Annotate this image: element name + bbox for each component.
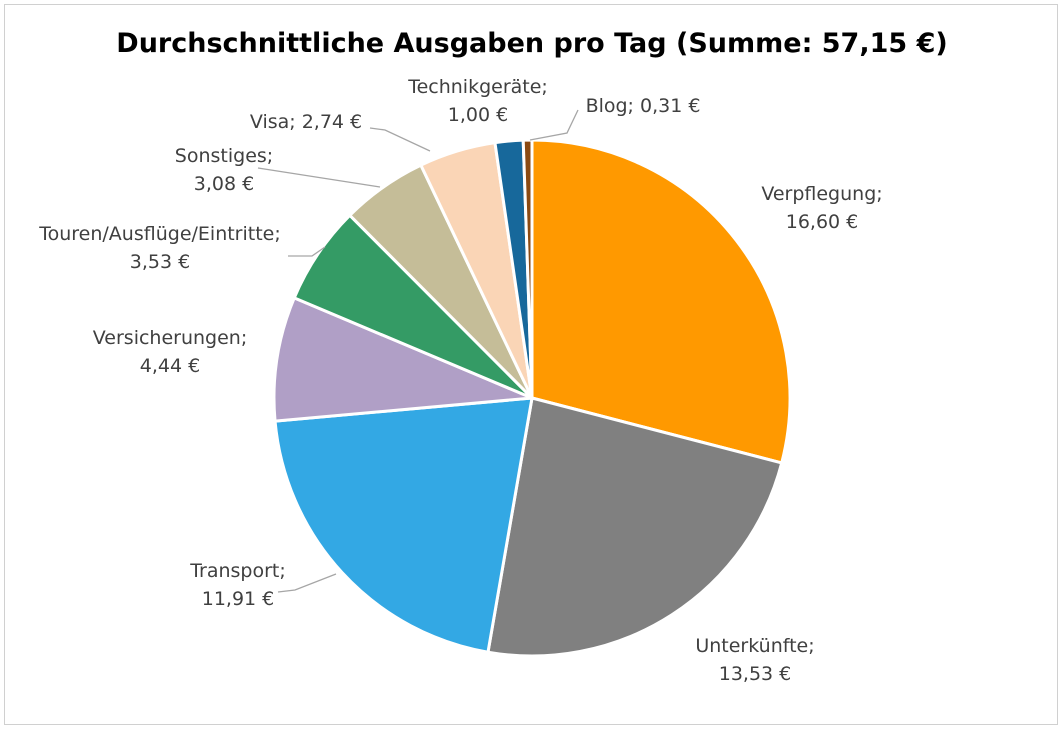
slice-label-unterkünfte: Unterkünfte; 13,53 €: [695, 635, 814, 685]
pie-slice-unterkünfte: [486, 396, 784, 658]
leader-line: [277, 573, 337, 593]
slice-label-blog: Blog; 0,31 €: [586, 95, 701, 117]
pie-slice-transport: [273, 396, 534, 654]
leader-line: [529, 109, 579, 141]
pie-slices: [272, 138, 792, 658]
leader-line: [288, 246, 326, 257]
leader-line: [257, 167, 381, 188]
leader-line: [369, 127, 431, 152]
slice-label-transport: Transport; 11,91 €: [189, 560, 286, 610]
slice-labels: Verpflegung; 16,60 € Unterkünfte; 13,53 € Tr…: [38, 76, 882, 685]
slice-label-touren-ausflüge-eintritte: Touren/Ausflüge/Eintritte; 3,53 €: [38, 223, 281, 273]
leader-lines: [257, 109, 579, 593]
slice-label-verpflegung: Verpflegung; 16,60 €: [761, 183, 882, 233]
slice-label-technikgeräte: Technikgeräte; 1,00 €: [407, 76, 548, 126]
chart-title: Durchschnittliche Ausgaben pro Tag (Summ…: [116, 28, 948, 59]
slice-label-visa: Visa; 2,74 €: [250, 111, 362, 133]
pie-slice-versicherungen: [272, 296, 534, 423]
slice-label-sonstiges: Sonstiges; 3,08 €: [175, 145, 273, 195]
pie-slice-verpflegung: [530, 138, 792, 465]
slice-label-versicherungen: Versicherungen; 4,44 €: [93, 327, 247, 377]
